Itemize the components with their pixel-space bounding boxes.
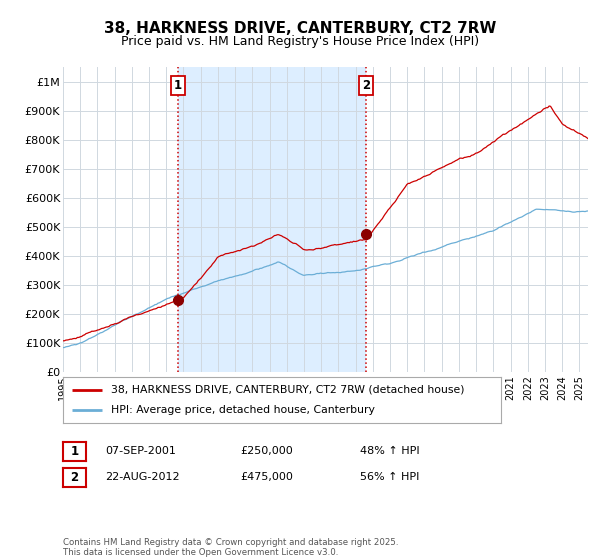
- Text: 2: 2: [362, 80, 371, 92]
- Text: 22-AUG-2012: 22-AUG-2012: [105, 472, 179, 482]
- Text: 1: 1: [174, 80, 182, 92]
- Text: Price paid vs. HM Land Registry's House Price Index (HPI): Price paid vs. HM Land Registry's House …: [121, 35, 479, 48]
- Text: 07-SEP-2001: 07-SEP-2001: [105, 446, 176, 456]
- Text: 2: 2: [70, 471, 79, 484]
- Text: HPI: Average price, detached house, Canterbury: HPI: Average price, detached house, Cant…: [111, 405, 375, 415]
- Text: £250,000: £250,000: [240, 446, 293, 456]
- Text: 48% ↑ HPI: 48% ↑ HPI: [360, 446, 419, 456]
- Text: 56% ↑ HPI: 56% ↑ HPI: [360, 472, 419, 482]
- Text: 38, HARKNESS DRIVE, CANTERBURY, CT2 7RW: 38, HARKNESS DRIVE, CANTERBURY, CT2 7RW: [104, 21, 496, 36]
- Text: £475,000: £475,000: [240, 472, 293, 482]
- Text: 38, HARKNESS DRIVE, CANTERBURY, CT2 7RW (detached house): 38, HARKNESS DRIVE, CANTERBURY, CT2 7RW …: [111, 385, 464, 395]
- Text: 1: 1: [70, 445, 79, 458]
- Text: Contains HM Land Registry data © Crown copyright and database right 2025.
This d: Contains HM Land Registry data © Crown c…: [63, 538, 398, 557]
- Bar: [178, 67, 367, 372]
